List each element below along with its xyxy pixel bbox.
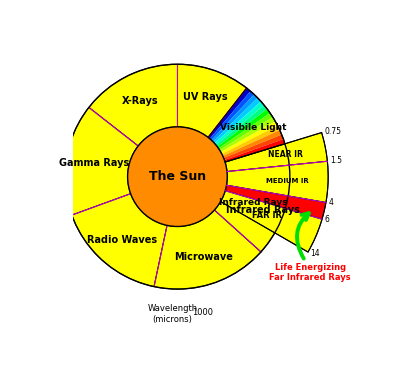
Text: Visibile Light: Visibile Light: [220, 123, 287, 132]
Wedge shape: [72, 194, 167, 287]
Wedge shape: [210, 91, 254, 140]
Wedge shape: [220, 191, 322, 252]
Wedge shape: [211, 95, 258, 142]
Wedge shape: [220, 117, 275, 152]
Text: Infrared Rays: Infrared Rays: [219, 198, 287, 207]
Text: 0.75: 0.75: [324, 127, 341, 137]
Wedge shape: [224, 139, 285, 162]
Wedge shape: [222, 126, 280, 156]
Text: Infrared Rays: Infrared Rays: [226, 205, 300, 215]
Text: Wavelength
(microns): Wavelength (microns): [147, 304, 197, 324]
Wedge shape: [215, 177, 290, 252]
Wedge shape: [218, 113, 273, 150]
Wedge shape: [217, 109, 270, 149]
Circle shape: [128, 127, 227, 226]
Wedge shape: [208, 88, 250, 139]
Text: 1.5: 1.5: [330, 157, 342, 165]
Text: FAR IR: FAR IR: [252, 211, 282, 220]
Text: NEAR IR: NEAR IR: [268, 150, 303, 159]
Wedge shape: [216, 105, 267, 147]
Text: X-Rays: X-Rays: [122, 96, 159, 106]
Wedge shape: [225, 185, 326, 219]
Wedge shape: [89, 64, 178, 146]
Wedge shape: [227, 161, 328, 203]
Text: Gamma Rays: Gamma Rays: [59, 158, 129, 169]
Text: 14: 14: [310, 249, 320, 258]
Wedge shape: [213, 98, 261, 143]
Wedge shape: [224, 135, 283, 160]
Wedge shape: [223, 130, 282, 158]
Text: Microwave: Microwave: [174, 252, 233, 262]
Text: 4: 4: [329, 199, 333, 207]
Text: MEDIUM IR: MEDIUM IR: [267, 177, 309, 184]
Text: UV Rays: UV Rays: [183, 92, 227, 102]
Wedge shape: [178, 64, 247, 137]
Wedge shape: [154, 210, 261, 289]
Wedge shape: [65, 107, 138, 215]
Text: 6: 6: [324, 215, 329, 224]
Text: 1000: 1000: [193, 308, 213, 317]
Wedge shape: [221, 121, 277, 154]
Text: Life Energizing
Far Infrared Rays: Life Energizing Far Infrared Rays: [270, 263, 351, 282]
Wedge shape: [225, 132, 327, 172]
Text: Radio Waves: Radio Waves: [87, 235, 157, 245]
Text: The Sun: The Sun: [149, 170, 206, 183]
Wedge shape: [215, 101, 264, 145]
